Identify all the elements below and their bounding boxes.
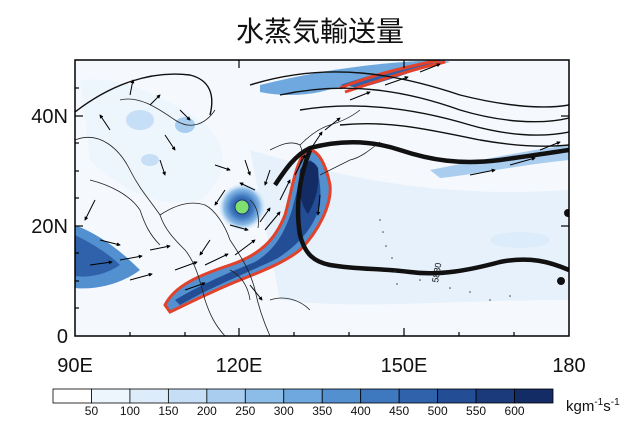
colorbar-bin: [360, 388, 400, 404]
colorbar-tick-label: 500: [428, 404, 448, 418]
colorbar-tick-label: 100: [120, 404, 140, 418]
lon-label-180: 180: [552, 355, 585, 377]
moisture-field: [75, 60, 569, 336]
coastlines: [75, 98, 381, 336]
colorbar-tick-label: 600: [505, 404, 525, 418]
colorbar-bin: [321, 388, 362, 404]
colorbar-tick-label: 300: [274, 404, 294, 418]
colorbar-bin: [91, 388, 131, 404]
colorbar-tick-label: 400: [351, 404, 371, 418]
colorbar: [52, 388, 554, 404]
map-title: 水蒸気輸送量: [235, 15, 404, 48]
colorbar-tick-label: 450: [389, 404, 409, 418]
colorbar-bin: [437, 388, 477, 404]
colorbar-bin: [206, 388, 246, 404]
colorbar-bin: [283, 388, 323, 404]
height-contours: [75, 71, 569, 285]
colorbar-tick-label: 150: [158, 404, 178, 418]
lat-label-0: 0: [57, 326, 68, 348]
pacific-islands: [379, 219, 511, 301]
colorbar-unit: kgm-1s-1: [566, 397, 620, 415]
flux-vectors: [84, 63, 561, 301]
axis-ticks: [75, 60, 569, 336]
lat-label-40n: 40N: [31, 106, 68, 128]
colorbar-bin: [129, 388, 169, 404]
colorbar-tick-label: 50: [85, 404, 99, 418]
lon-label-120e: 120E: [216, 355, 263, 377]
colorbar-tick-label: 550: [466, 404, 486, 418]
lon-label-150e: 150E: [381, 355, 428, 377]
colorbar-tick-label: 350: [312, 404, 332, 418]
lon-label-90e: 90E: [57, 355, 93, 377]
colorbar-tick-label: 250: [235, 404, 255, 418]
colorbar-bin: [398, 388, 439, 404]
colorbar-tick-labels: 50 100 150 200 250 300 350 400 450 500 550 600: [85, 404, 525, 418]
colorbar-bin: [514, 388, 554, 404]
contour-label-5880: 5880: [430, 262, 443, 283]
colorbar-bin: [167, 388, 208, 404]
colorbar-tick-label: 200: [197, 404, 217, 418]
colorbar-bin: [52, 388, 92, 404]
colorbar-bin: [475, 388, 515, 404]
colorbar-bin: [244, 388, 285, 404]
lat-label-20n: 20N: [31, 216, 68, 238]
